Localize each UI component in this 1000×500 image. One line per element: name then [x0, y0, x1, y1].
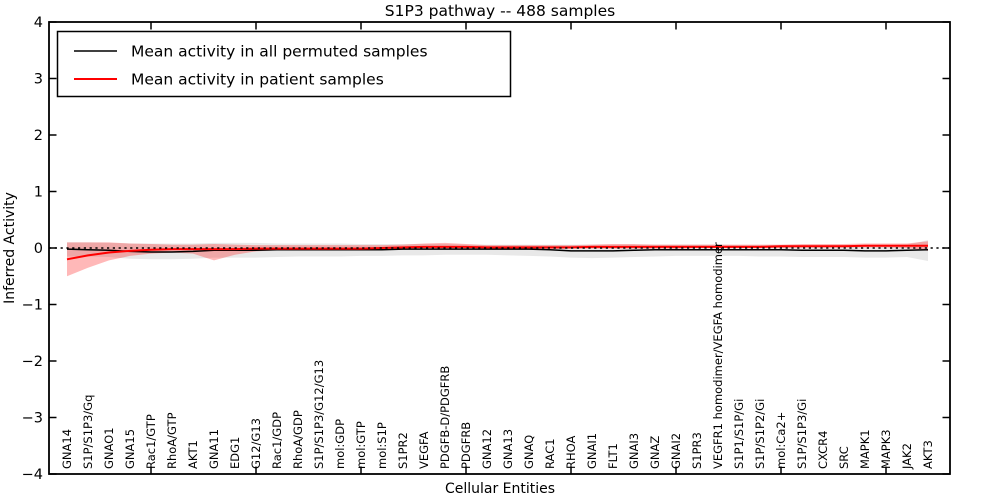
entity-label: Rac1/GTP: [144, 414, 158, 469]
entity-label: mol:S1P: [375, 422, 389, 469]
entity-label: G12/G13: [249, 418, 263, 469]
entity-label: RAC1: [543, 438, 557, 469]
entity-label: GNA14: [60, 429, 74, 469]
entity-label: AKT3: [921, 440, 935, 469]
entity-label: S1P/S1P2/Gi: [753, 399, 767, 469]
y-tick-label: 4: [34, 15, 43, 31]
entity-label: RhoA/GTP: [165, 412, 179, 469]
entity-label: GNAI3: [627, 433, 641, 469]
entity-label: mol:GTP: [354, 421, 368, 469]
entity-label: CXCR4: [816, 431, 830, 469]
entity-label: PDGFB-D/PDGFRB: [438, 366, 452, 469]
entity-label: mol:Ca2+: [774, 412, 788, 469]
entity-label: RhoA/GDP: [291, 410, 305, 469]
entity-label: VEGFA: [417, 431, 431, 469]
entity-label: RHOA: [564, 436, 578, 469]
entity-label: S1P/S1P3/Gq: [81, 395, 95, 469]
y-tick-label: 1: [34, 185, 43, 201]
entity-label: MAPK1: [858, 429, 872, 469]
y-tick-label: −4: [22, 467, 43, 483]
entity-label: SRC: [837, 446, 851, 469]
y-tick-label: −1: [22, 298, 43, 314]
y-tick-label: −2: [22, 354, 43, 370]
entity-label: S1P1/S1P/Gi: [732, 399, 746, 469]
entity-label: VEGFR1 homodimer/VEGFA homodimer: [711, 242, 725, 469]
entity-label: FLT1: [606, 443, 620, 469]
permuted-mean-line: [66, 248, 929, 253]
entity-label: GNA13: [501, 429, 515, 469]
entity-label: S1P/S1P3/Gi: [795, 399, 809, 469]
entity-label: PDGFRB: [459, 422, 473, 469]
entity-label: EDG1: [228, 437, 242, 469]
legend-box: [56, 30, 512, 98]
entity-label: MAPK3: [879, 429, 893, 469]
entity-label: GNAI2: [669, 433, 683, 469]
entity-label: mol:GDP: [333, 419, 347, 469]
entity-label: AKT1: [186, 440, 200, 469]
entity-label: JAK2: [900, 443, 914, 470]
entity-label: GNA12: [480, 429, 494, 469]
entity-label: GNA15: [123, 429, 137, 469]
entity-label: GNAZ: [648, 436, 662, 469]
y-tick-label: −3: [22, 411, 43, 427]
x-axis-label: Cellular Entities: [445, 481, 555, 497]
entity-label: GNAO1: [102, 427, 116, 469]
entity-label: S1P/S1P3/G12/G13: [312, 360, 326, 469]
legend-label-patient: Mean activity in patient samples: [131, 71, 384, 89]
entity-label: S1PR3: [690, 432, 704, 469]
plot-area: 4 3 2 1 0 −1 −2 −3 −4 GNA14 S1P/S1P3/Gq GNAO1 GNA15 R…: [22, 15, 950, 483]
y-axis-label: Inferred Activity: [2, 192, 18, 304]
chart-title: S1P3 pathway -- 488 samples: [385, 2, 615, 20]
entity-label: GNA11: [207, 429, 221, 469]
entity-label: GNAQ: [522, 435, 536, 469]
y-tick-label: 3: [34, 72, 43, 88]
axes-spines: [48, 21, 951, 475]
entity-label: Rac1/GDP: [270, 412, 284, 469]
permuted-band: [67, 240, 928, 261]
y-tick-label: 2: [34, 128, 43, 144]
y-tick-label: 0: [34, 241, 43, 257]
entity-label: GNAI1: [585, 433, 599, 469]
legend: Mean activity in all permuted samples Me…: [56, 30, 512, 98]
entity-label: S1PR2: [396, 432, 410, 469]
legend-label-permuted: Mean activity in all permuted samples: [131, 43, 428, 61]
